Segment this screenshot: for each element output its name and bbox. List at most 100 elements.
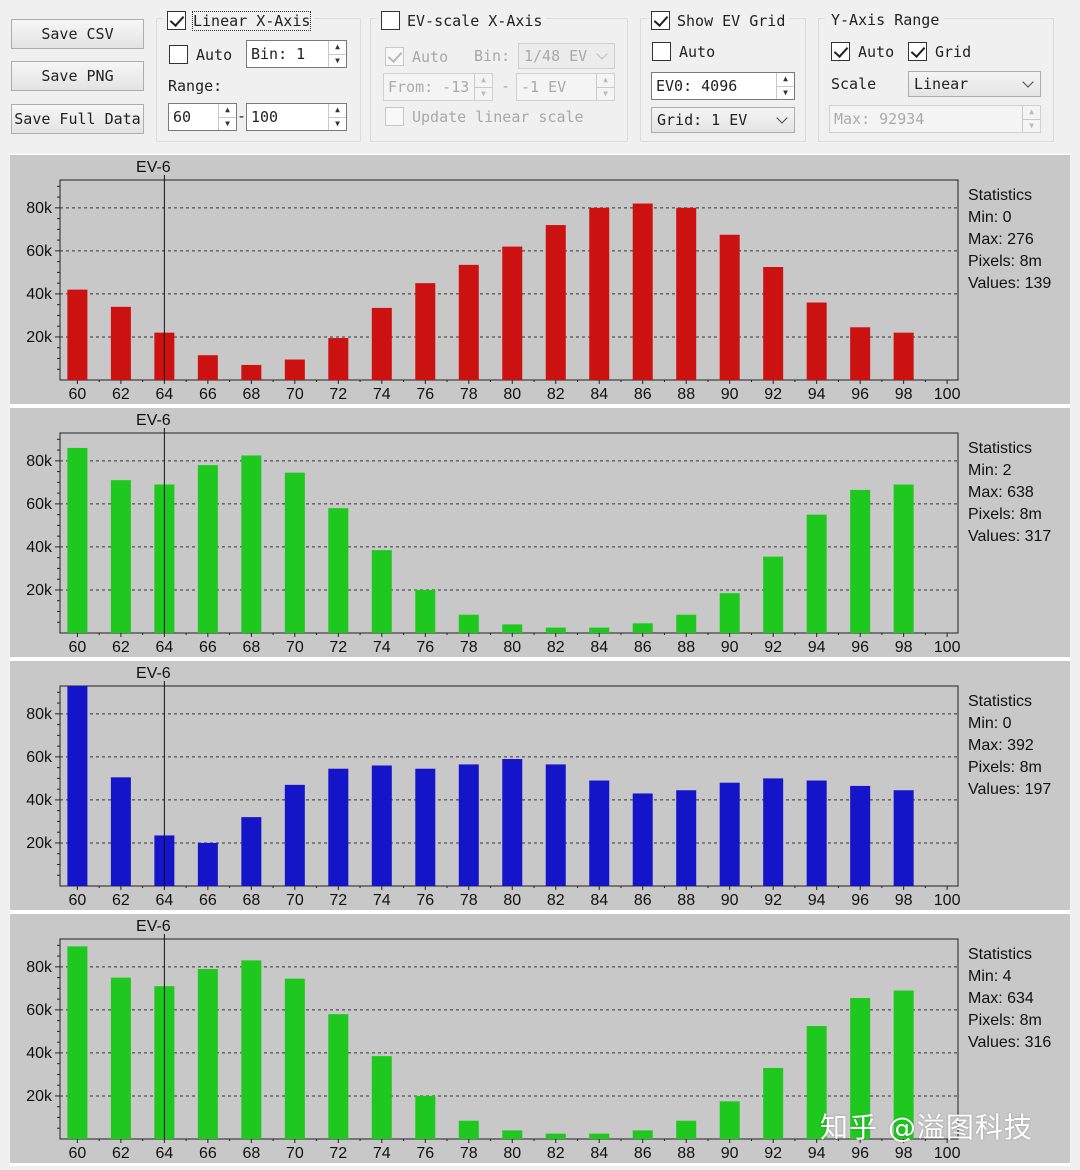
histogram-bar (502, 624, 523, 633)
stats-values: Values: 317 (968, 528, 1052, 545)
histogram-bar (589, 780, 610, 886)
x-tick-label: 64 (155, 892, 173, 909)
x-tick-label: 82 (547, 892, 565, 909)
linear-auto-label: Auto (196, 45, 233, 64)
x-tick-label: 100 (934, 386, 960, 403)
y-auto-checkbox[interactable] (831, 42, 850, 61)
histogram-bar (284, 978, 305, 1139)
linear-auto-checkbox[interactable] (169, 45, 188, 64)
spin-down-icon[interactable]: ▼ (783, 87, 788, 97)
spin-down-icon[interactable]: ▼ (225, 118, 230, 128)
spin-down-icon[interactable]: ▼ (335, 55, 340, 65)
x-tick-label: 68 (242, 1145, 260, 1162)
histogram-bar (893, 790, 914, 886)
x-tick-label: 60 (68, 892, 86, 909)
spin-down-icon[interactable]: ▼ (335, 118, 340, 128)
x-tick-label: 62 (112, 639, 130, 656)
spin-up-icon[interactable]: ▲ (777, 73, 794, 87)
histogram-chart-blue: 20k 40k 60k 80k EV-6 60 62 64 66 68 70 72 74 76 78 80 82… (26, 665, 960, 909)
ev-from-spinbox[interactable]: From: -13 ▲ ▼ (383, 73, 493, 101)
ev-grid-select[interactable]: Grid: 1 EV (651, 107, 795, 133)
histogram-bar (806, 302, 827, 380)
stats-max: Max: 638 (968, 484, 1034, 501)
histogram-bar (893, 484, 914, 633)
ev-grid-value: Grid: 1 EV (657, 111, 748, 129)
histogram-bar (371, 307, 392, 380)
spin-up-icon[interactable]: ▲ (329, 104, 346, 118)
ev-bin-select[interactable]: 1/48 EV (518, 43, 615, 69)
histogram-bar (850, 998, 871, 1139)
x-tick-label: 62 (112, 892, 130, 909)
y-tick-label: 20k (26, 329, 53, 346)
histogram-bar (893, 990, 914, 1139)
range-to-spinbox[interactable]: 100 ▲ ▼ (246, 103, 347, 131)
spin-up-icon[interactable]: ▲ (329, 41, 346, 55)
stats-title: Statistics (968, 946, 1033, 963)
x-tick-label: 80 (503, 639, 521, 656)
range-from-spinbox[interactable]: 60 ▲ ▼ (168, 103, 237, 131)
histogram-bar (110, 480, 131, 633)
x-tick-label: 68 (242, 892, 260, 909)
x-tick-label: 84 (590, 386, 608, 403)
x-tick-label: 100 (934, 1145, 960, 1162)
x-tick-label: 94 (808, 1145, 826, 1162)
x-tick-label: 72 (329, 386, 347, 403)
x-tick-label: 60 (68, 386, 86, 403)
ev-grid-auto-checkbox[interactable] (652, 42, 671, 61)
x-tick-label: 78 (460, 386, 478, 403)
update-linear-scale-checkbox[interactable] (385, 107, 404, 126)
toolbar: Save CSV Save PNG Save Full Data Linear … (0, 0, 1080, 150)
x-tick-label: 78 (460, 1145, 478, 1162)
x-tick-label: 62 (112, 1145, 130, 1162)
ev0-spinbox[interactable]: EV0: 4096 ▲ ▼ (651, 72, 795, 100)
bin-spinbox[interactable]: Bin: 1 ▲ ▼ (246, 40, 347, 68)
y-tick-label: 80k (26, 706, 53, 723)
range-label: Range: (168, 77, 223, 95)
spin-down-icon[interactable]: ▼ (481, 88, 486, 98)
x-tick-label: 88 (677, 386, 695, 403)
histogram-bar (502, 759, 523, 886)
spin-up-icon[interactable]: ▲ (597, 74, 614, 88)
spin-down-icon[interactable]: ▼ (1029, 120, 1034, 130)
show-ev-grid-checkbox[interactable] (651, 11, 670, 30)
histogram-bar (67, 447, 88, 633)
ev0-value: EV0: 4096 (656, 77, 738, 95)
ev-scale-checkbox[interactable] (381, 11, 400, 30)
linear-x-axis-checkbox[interactable] (167, 11, 186, 30)
save-csv-button[interactable]: Save CSV (11, 19, 144, 49)
x-tick-label: 88 (677, 639, 695, 656)
save-png-button[interactable]: Save PNG (11, 61, 144, 91)
save-full-data-button[interactable]: Save Full Data (11, 104, 144, 134)
histogram-bar (371, 550, 392, 633)
spin-up-icon[interactable]: ▲ (475, 74, 492, 88)
x-tick-label: 86 (634, 1145, 652, 1162)
stats-min: Min: 0 (968, 209, 1012, 226)
y-tick-label: 40k (26, 286, 53, 303)
histogram-bar (632, 793, 653, 886)
y-grid-checkbox[interactable] (908, 42, 927, 61)
histogram-bar (241, 960, 262, 1139)
histogram-bar (676, 790, 697, 886)
x-tick-label: 80 (503, 1145, 521, 1162)
x-tick-label: 72 (329, 1145, 347, 1162)
histogram-bar (241, 455, 262, 633)
x-tick-label: 78 (460, 639, 478, 656)
x-tick-label: 98 (895, 892, 913, 909)
stats-pixels: Pixels: 8m (968, 1012, 1042, 1029)
ev-scale-x-axis-group: EV-scale X-Axis Auto Bin: 1/48 EV From: … (370, 11, 628, 142)
ev-auto-checkbox[interactable] (385, 47, 404, 66)
stats-values: Values: 316 (968, 1034, 1052, 1051)
stats-title: Statistics (968, 693, 1033, 710)
x-tick-label: 98 (895, 386, 913, 403)
ev-to-spinbox[interactable]: -1 EV ▲ ▼ (516, 73, 615, 101)
x-tick-label: 70 (286, 639, 304, 656)
x-tick-label: 92 (764, 639, 782, 656)
scale-select[interactable]: Linear (908, 71, 1041, 97)
y-max-spinbox[interactable]: Max: 92934 ▲ ▼ (829, 105, 1041, 133)
spin-up-icon[interactable]: ▲ (1023, 106, 1040, 120)
spin-down-icon[interactable]: ▼ (603, 88, 608, 98)
spin-up-icon[interactable]: ▲ (219, 104, 236, 118)
show-ev-grid-label: Show EV Grid (677, 11, 786, 30)
histogram-bar (197, 842, 218, 886)
x-tick-label: 96 (851, 639, 869, 656)
